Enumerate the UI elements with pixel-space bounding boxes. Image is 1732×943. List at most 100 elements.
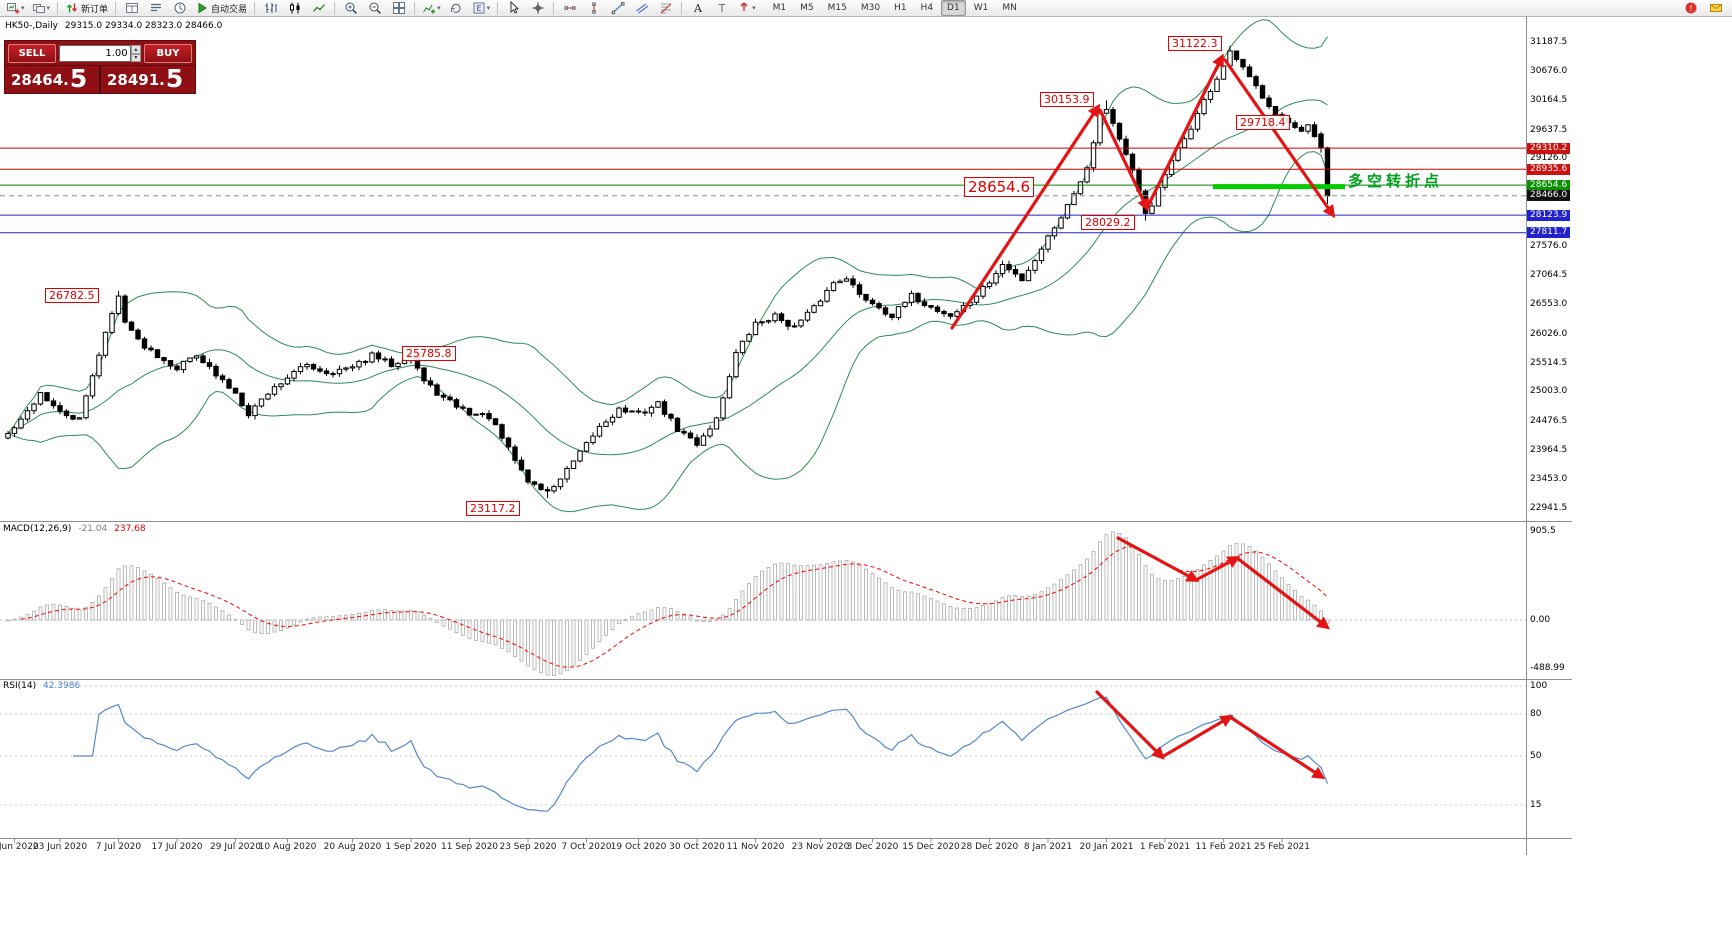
price-annotation[interactable]: 29718.4 (1236, 115, 1290, 130)
date-label: 23 Jun 2020 (32, 842, 88, 852)
tf-button-m30[interactable]: M30 (860, 3, 881, 13)
expert-icon: E (473, 2, 485, 14)
price-annotation[interactable]: 26782.5 (45, 288, 99, 303)
zoom-in-icon (345, 2, 357, 15)
line-chart-button[interactable] (307, 0, 330, 17)
chart-plus-button[interactable]: ▾ (3, 0, 28, 17)
indicator-scale-label: 15 (1530, 800, 1542, 810)
tf-button-m15[interactable]: M15 (827, 3, 847, 13)
navigator-button[interactable] (168, 0, 191, 17)
charts-grid-icon (125, 3, 138, 13)
cursor-button[interactable] (502, 0, 525, 17)
toolbar-separator (497, 1, 499, 15)
date-label: 3 Dec 2020 (846, 842, 899, 852)
auto-trading-button[interactable]: 自动交易 (192, 0, 250, 17)
date-label: 7 Jul 2020 (95, 842, 142, 852)
candles-icon (289, 2, 300, 14)
svg-text:E: E (476, 4, 481, 13)
candles-button[interactable] (283, 0, 306, 17)
charts-grid-button[interactable] (120, 0, 143, 17)
price-tick-label: 27576.0 (1530, 241, 1568, 252)
navigator-icon (174, 2, 186, 14)
toolbar-separator (414, 1, 416, 15)
macd-name: MACD(12,26,9) (3, 524, 72, 534)
price-marker-box: 28466.0 (1527, 190, 1571, 202)
sell-price-main: 28464. (11, 71, 69, 89)
price-marker-box: 27811.7 (1527, 227, 1571, 239)
buy-price[interactable]: 28491. 5 (99, 66, 195, 93)
window-profiles-button[interactable]: ▾ (29, 0, 54, 17)
fibo-icon (660, 3, 671, 14)
volume-decrease-button[interactable]: ▾ (130, 53, 141, 62)
alert-icon: ! (1685, 2, 1696, 14)
new-order-button[interactable]: 新订单 (62, 0, 111, 17)
tf-button-mn[interactable]: MN (1002, 3, 1017, 13)
date-label: 20 Jan 2021 (1079, 842, 1134, 852)
toolbar-right-icons: ! (1679, 0, 1729, 17)
tf-button-w1[interactable]: W1 (973, 3, 989, 13)
toolbar-separator (115, 1, 117, 15)
tf-button-h4[interactable]: H4 (920, 3, 934, 13)
cycle-button[interactable] (445, 0, 468, 17)
price-marker-box: 28654.6 (1527, 179, 1571, 191)
tf-button-m1[interactable]: M1 (772, 3, 787, 13)
crosshair-button[interactable] (526, 0, 549, 17)
rsi-indicator-label: RSI(14) 42.3986 (3, 681, 81, 691)
price-annotation[interactable]: 28029.2 (1081, 215, 1135, 230)
line-chart-icon (312, 4, 325, 12)
mail-icon (1709, 4, 1722, 12)
tf-button-h1[interactable]: H1 (894, 3, 907, 13)
chevron-down-icon: ▾ (21, 4, 25, 12)
date-label: 23 Sep 2020 (499, 842, 557, 852)
trade-prices-row: 28464. 5 28491. 5 (5, 65, 195, 93)
tf-button-m5[interactable]: M5 (800, 3, 814, 13)
indicator-scale-label: 80 (1530, 709, 1542, 719)
trendline-button[interactable] (606, 0, 629, 17)
label-button[interactable]: T (710, 0, 733, 17)
price-tick-label: 26026.0 (1530, 328, 1568, 339)
indicators-button[interactable]: ▾ (419, 0, 444, 17)
sell-price[interactable]: 28464. 5 (5, 66, 99, 93)
date-label: 1 Jun 2020 (0, 842, 39, 852)
tile-windows-button[interactable] (387, 0, 410, 17)
price-annotation[interactable]: 23117.2 (466, 501, 520, 516)
arrows-icon (740, 2, 748, 11)
price-annotation[interactable]: 30153.9 (1040, 92, 1094, 107)
tf-button-d1[interactable]: D1 (941, 0, 966, 16)
alert-button[interactable]: ! (1679, 0, 1702, 17)
channel-icon (635, 3, 648, 14)
chevron-down-icon: ▾ (46, 4, 51, 12)
date-label: 1 Feb 2021 (1139, 842, 1191, 852)
sell-button[interactable]: SELL (8, 44, 56, 63)
market-watch-button[interactable] (144, 0, 167, 17)
zoom-in-button[interactable] (339, 0, 362, 17)
date-label: 11 Feb 2021 (1195, 842, 1252, 852)
indicator-scale-label: -488.99 (1530, 663, 1565, 673)
buy-button[interactable]: BUY (144, 44, 192, 63)
fibo-button[interactable] (654, 0, 677, 17)
date-label: 8 Jan 2021 (1023, 842, 1073, 852)
chart-symbol-period: HK50-,Daily (5, 21, 59, 31)
date-label: 20 Aug 2020 (323, 842, 382, 852)
text-button[interactable]: A (686, 0, 709, 17)
vline-button[interactable] (582, 0, 605, 17)
volume-increase-button[interactable]: ▴ (130, 45, 141, 54)
expert-button[interactable]: E ▾ (469, 0, 494, 17)
bars-button[interactable] (259, 0, 282, 17)
price-annotation[interactable]: 31122.3 (1168, 36, 1222, 51)
volume-input[interactable] (59, 45, 131, 62)
price-tick-label: 25003.0 (1530, 386, 1568, 397)
zoom-out-button[interactable] (363, 0, 386, 17)
bars-icon (265, 3, 277, 13)
date-label: 15 Dec 2020 (902, 842, 960, 852)
price-annotation[interactable]: 28654.6 (964, 177, 1035, 197)
date-label: 11 Nov 2020 (726, 842, 785, 852)
hline-button[interactable] (558, 0, 581, 17)
channel-button[interactable] (630, 0, 653, 17)
date-label: 28 Dec 2020 (960, 842, 1019, 852)
arrows-button[interactable]: ▾ (734, 0, 759, 17)
price-annotation[interactable]: 25785.8 (402, 346, 456, 361)
mail-button[interactable] (1704, 0, 1727, 17)
